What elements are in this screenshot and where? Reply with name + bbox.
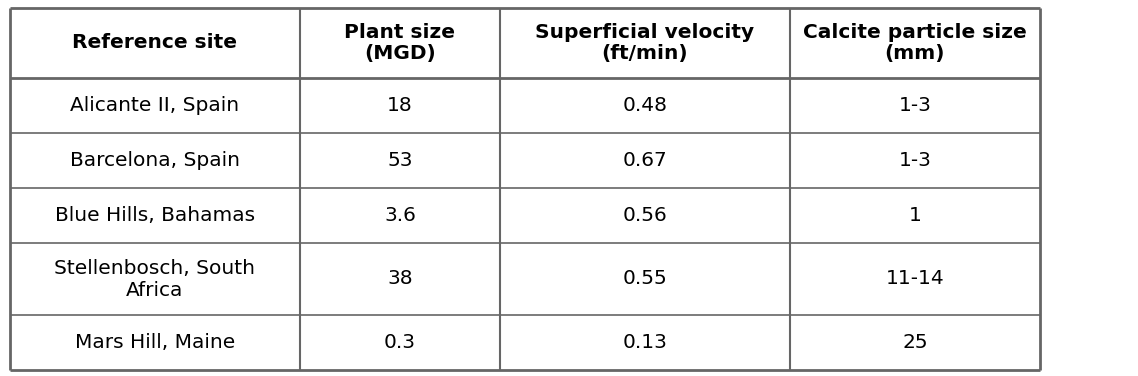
Text: 3.6: 3.6: [384, 206, 415, 225]
Text: Plant size
(MGD): Plant size (MGD): [345, 23, 455, 64]
Text: 1: 1: [908, 206, 922, 225]
Text: Stellenbosch, South
Africa: Stellenbosch, South Africa: [55, 259, 256, 300]
Text: Alicante II, Spain: Alicante II, Spain: [71, 96, 240, 115]
Text: Calcite particle size
(mm): Calcite particle size (mm): [803, 23, 1026, 64]
Text: 1-3: 1-3: [899, 151, 931, 170]
Text: 0.67: 0.67: [622, 151, 667, 170]
Text: 0.56: 0.56: [622, 206, 667, 225]
Text: Superficial velocity
(ft/min): Superficial velocity (ft/min): [536, 23, 754, 64]
Text: 25: 25: [902, 333, 927, 352]
Text: Barcelona, Spain: Barcelona, Spain: [71, 151, 240, 170]
Text: Mars Hill, Maine: Mars Hill, Maine: [75, 333, 236, 352]
Text: 1-3: 1-3: [899, 96, 931, 115]
Text: 0.55: 0.55: [622, 270, 667, 288]
Text: 53: 53: [387, 151, 413, 170]
Text: Blue Hills, Bahamas: Blue Hills, Bahamas: [55, 206, 255, 225]
Text: Reference site: Reference site: [73, 33, 238, 53]
Text: 0.48: 0.48: [622, 96, 668, 115]
Text: 0.3: 0.3: [384, 333, 417, 352]
Text: 18: 18: [387, 96, 413, 115]
Text: 11-14: 11-14: [885, 270, 945, 288]
Text: 0.13: 0.13: [622, 333, 668, 352]
Text: 38: 38: [387, 270, 413, 288]
